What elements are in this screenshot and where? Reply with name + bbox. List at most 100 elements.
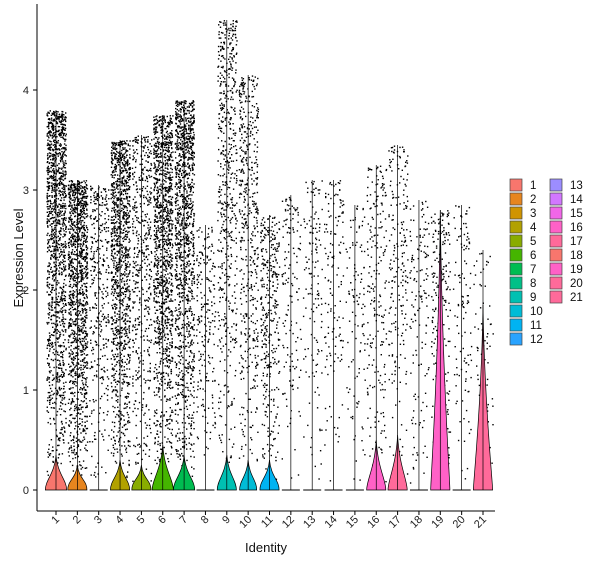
legend-item-18: 18 [549, 248, 583, 262]
violin-13 [303, 180, 322, 491]
x-tick-label-10: 10 [237, 514, 254, 531]
points-20 [452, 205, 473, 480]
legend-swatch-19 [549, 262, 563, 276]
points-3 [89, 185, 110, 478]
legend-swatch-11 [509, 318, 523, 332]
legend-label-3: 3 [530, 208, 536, 220]
points-8 [195, 226, 217, 456]
legend-item-11: 11 [509, 318, 542, 332]
legend-item-19: 19 [549, 262, 583, 276]
legend-item-12: 12 [509, 332, 543, 346]
legend-label-17: 17 [570, 236, 583, 248]
x-ticks: 1 2 3 4 5 6 7 8 9 10 11 12 13 14 15 16 17 18 19 20 21 [49, 511, 489, 531]
x-tick-label-12: 12 [280, 514, 297, 531]
legend-item-14: 14 [549, 192, 583, 206]
legend-item-3: 3 [509, 206, 536, 220]
legend-label-10: 10 [530, 306, 543, 318]
legend-swatch-2 [509, 192, 523, 206]
x-tick-label-17: 17 [387, 514, 404, 531]
violin-4 [110, 140, 131, 491]
legend-swatch-9 [509, 290, 523, 304]
legend-swatch-6 [509, 248, 523, 262]
points-2 [67, 180, 89, 486]
violin-15 [345, 205, 364, 491]
legend-label-14: 14 [570, 194, 583, 206]
legend-label-6: 6 [530, 250, 536, 262]
x-tick-label-16: 16 [365, 514, 382, 531]
legend-label-7: 7 [530, 264, 536, 276]
violin-12 [281, 195, 300, 491]
violin-8 [196, 225, 215, 491]
legend-label-1: 1 [530, 180, 536, 192]
legend-item-7: 7 [509, 262, 536, 276]
legend-item-6: 6 [509, 248, 536, 262]
points-15 [345, 205, 366, 481]
x-tick-label-4: 4 [113, 514, 126, 527]
legend-label-18: 18 [570, 250, 583, 262]
legend-label-8: 8 [530, 278, 536, 290]
violins-layer [44, 20, 493, 491]
legend-swatch-10 [509, 304, 523, 318]
legend-swatch-15 [549, 206, 563, 220]
legend-label-12: 12 [530, 334, 543, 346]
legend-item-15: 15 [549, 206, 583, 220]
y-tick-label-0: 0 [23, 485, 29, 497]
legend-swatch-18 [549, 248, 563, 262]
legend-swatch-17 [549, 234, 563, 248]
x-tick-label-5: 5 [135, 514, 148, 527]
x-tick-label-18: 18 [408, 514, 425, 531]
y-tick-label-3: 3 [23, 185, 29, 197]
x-axis-title: Identity [245, 540, 287, 555]
points-9 [217, 20, 238, 463]
legend-swatch-3 [509, 206, 523, 220]
violin-18 [409, 200, 428, 491]
legend-swatch-21 [549, 290, 563, 304]
violin-5 [131, 135, 152, 491]
points-7 [174, 100, 196, 490]
points-1 [46, 110, 67, 488]
violin-17 [387, 145, 408, 491]
legend-label-21: 21 [570, 292, 583, 304]
violin-11 [259, 215, 280, 491]
points-4 [110, 140, 132, 489]
legend-swatch-14 [549, 192, 563, 206]
legend-label-20: 20 [570, 278, 583, 290]
legend-label-5: 5 [530, 236, 536, 248]
legend-swatch-7 [509, 262, 523, 276]
violin-1 [44, 110, 68, 491]
violin-14 [324, 180, 343, 491]
violin-21 [473, 250, 493, 491]
legend-swatch-4 [509, 220, 523, 234]
legend-swatch-5 [509, 234, 523, 248]
legend-swatch-12 [509, 332, 523, 346]
violin-10 [239, 75, 258, 491]
points-layer [46, 20, 494, 490]
y-tick-label-2: 2 [23, 285, 29, 297]
violin-19 [430, 209, 451, 491]
points-10 [238, 75, 260, 487]
points-17 [388, 145, 409, 484]
legend-label-9: 9 [530, 292, 536, 304]
legend-label-11: 11 [530, 320, 542, 332]
legend-swatch-8 [509, 276, 523, 290]
y-tick-label-4: 4 [23, 85, 29, 97]
x-tick-label-2: 2 [71, 514, 84, 527]
points-16 [366, 165, 388, 483]
points-18 [409, 200, 430, 484]
violin-20 [452, 205, 471, 491]
legend-swatch-13 [549, 178, 563, 192]
y-tick-label-1: 1 [23, 385, 29, 397]
legend-item-5: 5 [509, 234, 536, 248]
violin-6 [151, 115, 174, 491]
legend-swatch-20 [549, 276, 563, 290]
legend-swatch-1 [509, 178, 523, 192]
legend-item-2: 2 [509, 192, 536, 206]
x-tick-label-14: 14 [323, 514, 340, 531]
x-tick-label-20: 20 [451, 514, 468, 531]
points-11 [260, 215, 281, 489]
legend-swatch-16 [549, 220, 563, 234]
x-tick-label-3: 3 [92, 514, 105, 527]
legend-item-9: 9 [509, 290, 536, 304]
